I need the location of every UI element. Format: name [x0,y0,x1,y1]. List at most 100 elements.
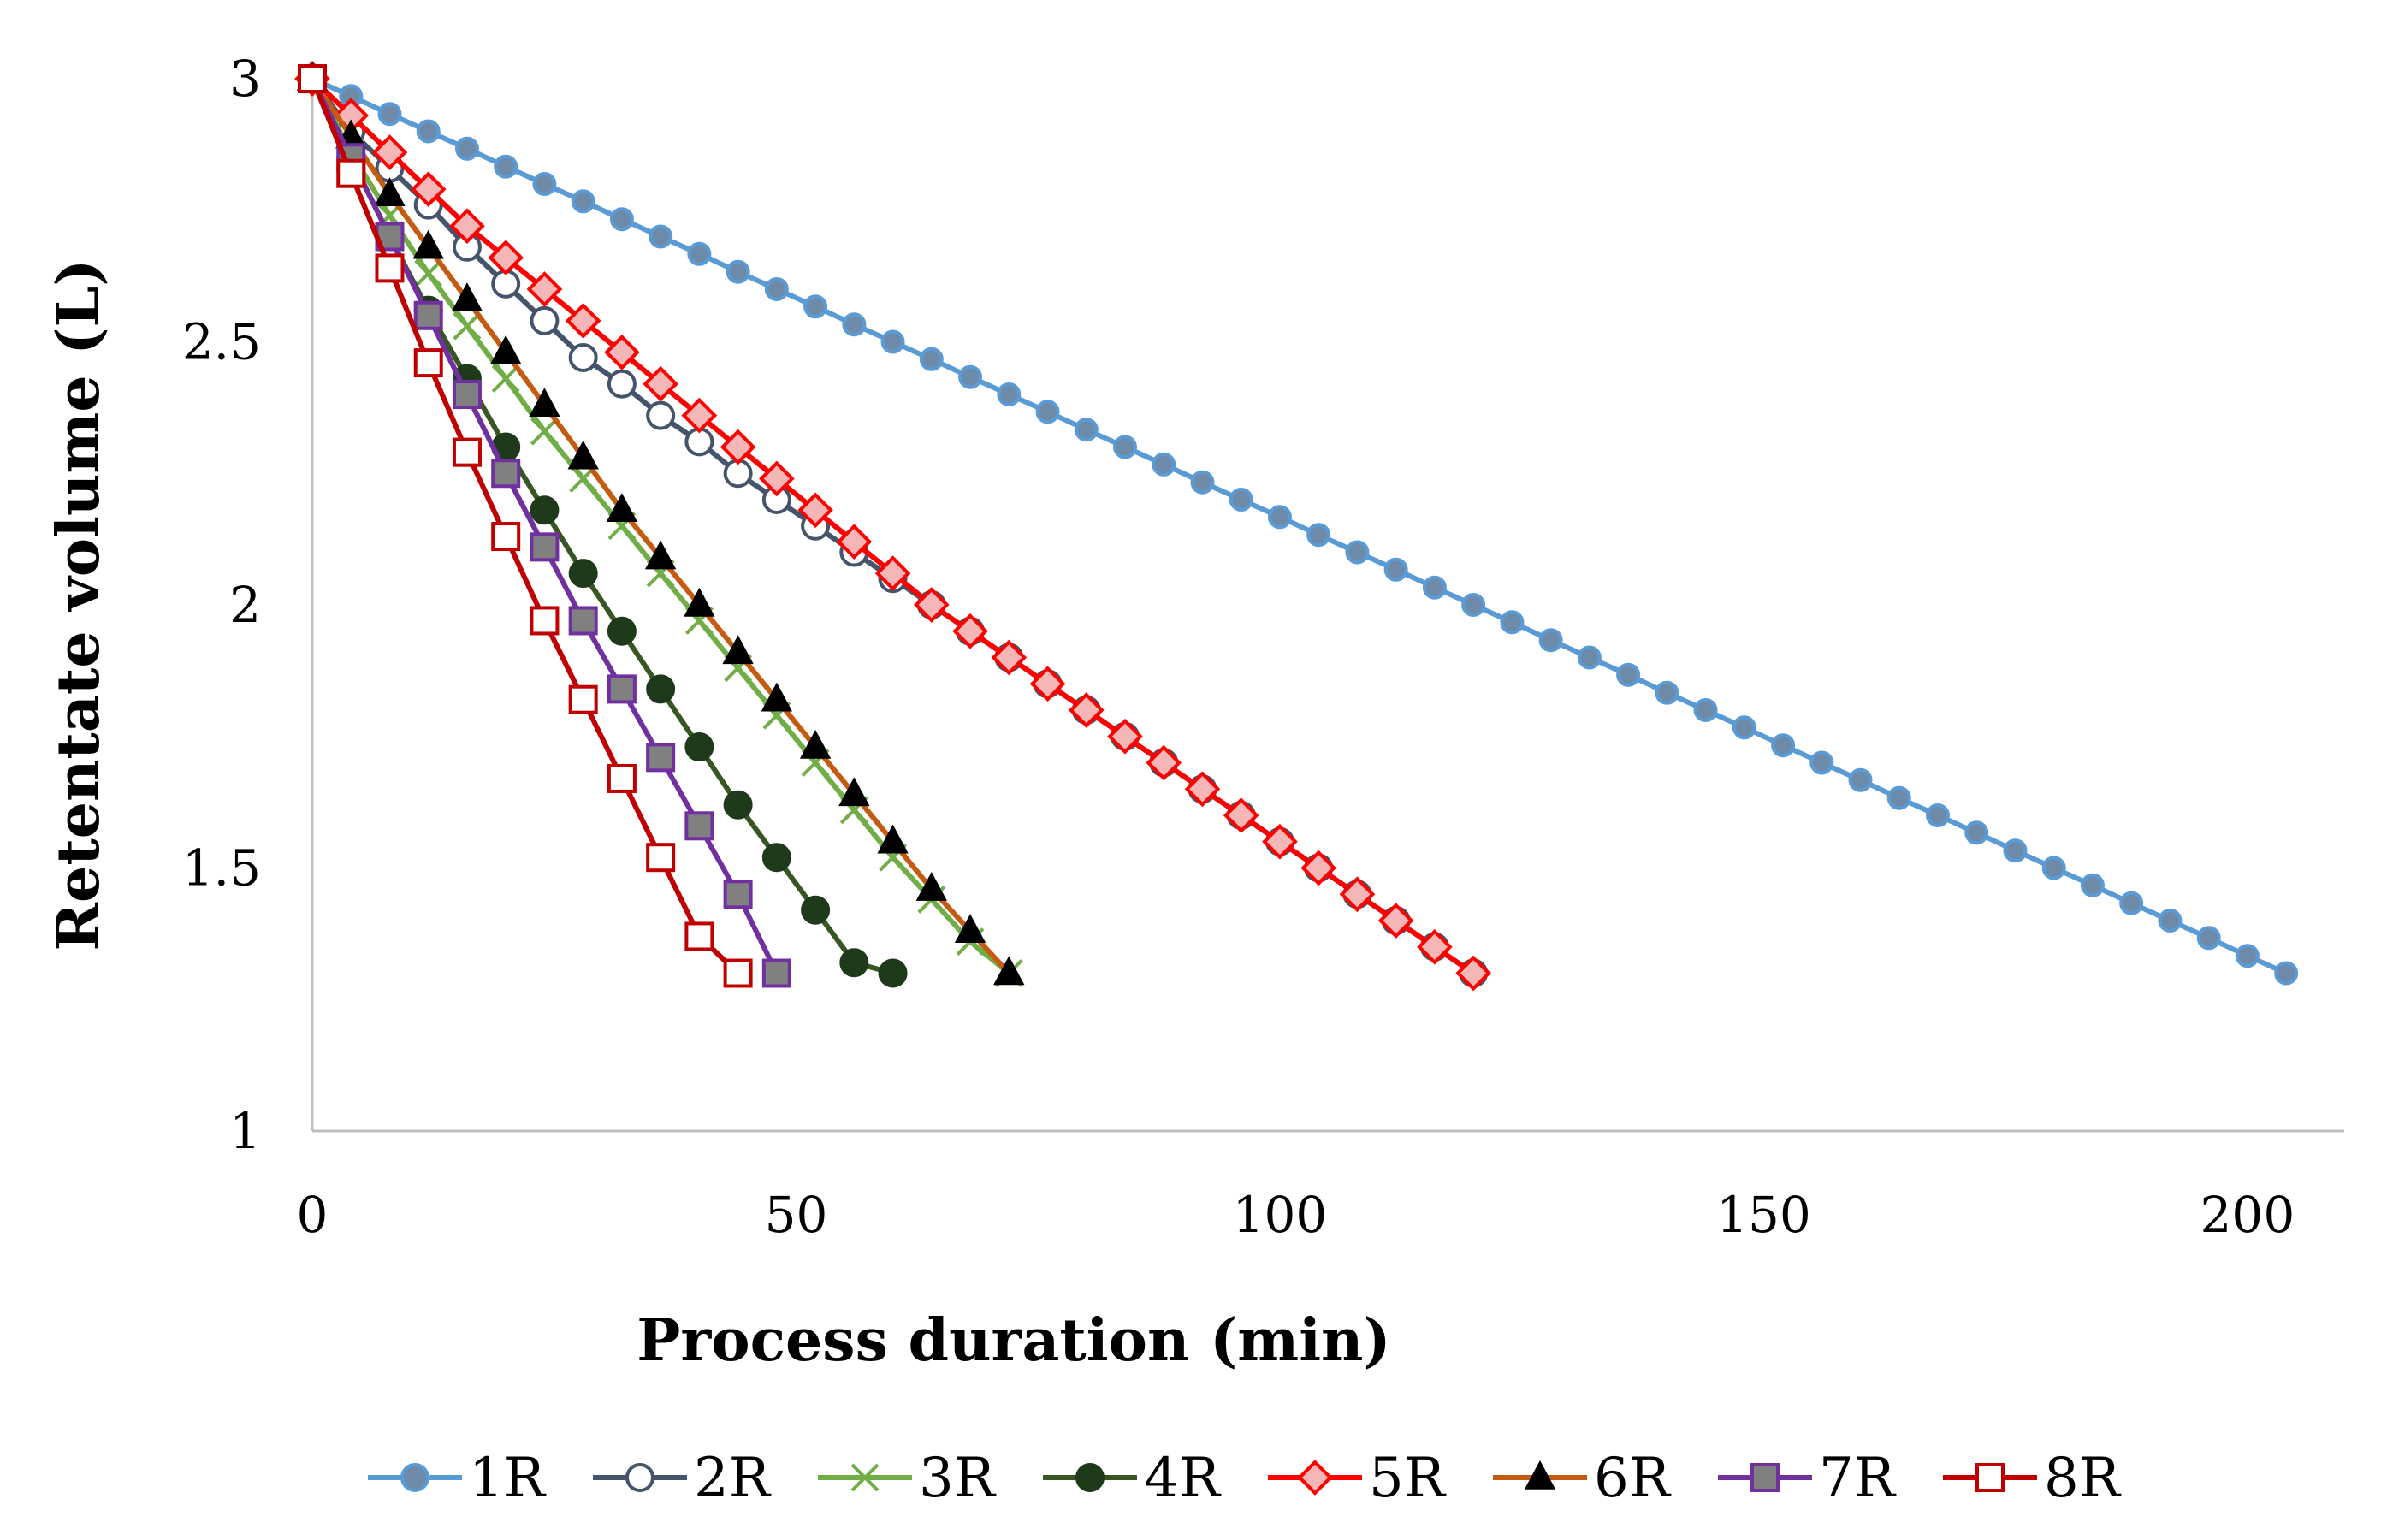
legend-marker [850,1463,880,1492]
data-point-1R [1926,803,1950,827]
data-point-4R [568,559,598,589]
data-point-5R [1377,903,1414,939]
legend-marker [1975,1463,2005,1492]
data-point-1R [2119,891,2144,915]
data-point-1R [2080,873,2105,897]
data-point-5R [643,365,678,402]
data-point-8R [607,763,637,793]
x-tick-label: 200 [2200,1186,2295,1244]
data-point-1R [1422,575,1447,600]
data-point-1R [1152,452,1176,477]
data-point-1R [803,294,828,319]
data-point-1R [1229,488,1253,512]
data-point-8R [375,253,405,283]
data-point-1R [1693,698,1718,722]
data-point-6R [954,914,986,944]
legend: 1R 2R 3R 4R 5R 6R 7R 8R [368,1447,2122,1510]
legend-marker [625,1463,654,1492]
data-point-5R [1223,797,1259,833]
y-tick-label: 2.5 [182,313,261,371]
series-line-1R [311,76,2288,976]
data-point-1R [842,312,867,337]
data-point-5R [565,303,601,339]
data-point-1R [1074,418,1099,442]
data-point-7R [568,606,598,636]
data-point-5R [449,208,485,245]
data-point-6R [374,177,406,207]
data-point-1R [532,172,557,196]
data-point-7R [684,811,714,841]
data-point-5R [913,587,950,623]
legend-label: 3R [919,1447,997,1510]
data-point-5R [488,240,524,275]
data-point-8R [568,684,598,714]
series-1R [300,67,2299,986]
data-point-1R [2041,856,2066,880]
data-point-5R [1300,850,1337,886]
data-point-8R [530,606,560,636]
data-point-1R [1616,662,1641,687]
data-point-7R [646,743,676,773]
data-point-1R [1113,435,1137,459]
data-point-8R [723,958,753,988]
series-8R [298,64,753,988]
data-point-6R [412,229,444,259]
legend-label: 1R [469,1447,547,1510]
data-point-1R [377,102,402,127]
legend-marker [1750,1463,1780,1492]
data-point-7R [413,300,443,330]
series-5R [294,61,1491,992]
data-point-6R [684,587,715,617]
data-point-4R [801,895,831,925]
data-point-2R [646,400,676,430]
data-point-7R [452,380,482,409]
y-tick-label: 1.5 [182,839,261,897]
data-point-1R [1848,767,1873,792]
data-point-3R [453,311,482,341]
x-tick-label: 150 [1716,1186,1811,1244]
legend-label: 5R [1369,1447,1447,1510]
legend-item-5R: 5R [1268,1447,1447,1510]
data-point-7R [607,674,637,704]
data-point-2R [568,342,598,372]
legend-label: 2R [694,1447,772,1510]
data-point-5R [836,524,873,560]
data-point-3R [530,417,559,446]
x-axis-title: Process duration (min) [637,1306,1390,1375]
x-tick-label: 100 [1233,1186,1328,1244]
y-tick-label: 3 [229,50,261,108]
data-point-2R [607,369,637,399]
data-point-8R [684,921,714,951]
legend-item-7R: 7R [1718,1447,1897,1510]
data-point-6R [529,388,560,418]
y-tick-label: 2 [229,576,261,634]
data-point-5R [720,429,756,465]
data-point-8R [646,843,676,873]
series-layer [294,61,2299,992]
data-point-8R [336,158,366,188]
data-point-1R [1306,523,1331,548]
data-point-8R [298,64,327,93]
data-point-3R [414,259,443,287]
data-point-5R [797,492,833,529]
series-7R [298,64,791,988]
legend-marker [1075,1463,1105,1492]
data-point-6R [993,956,1025,986]
axes: 1 1.5 2 2.5 3 0 50 100 150 200 [182,50,2344,1244]
data-point-6R [567,440,599,470]
data-point-4R [761,843,791,873]
data-point-1R [2003,838,2028,863]
data-point-5R [1417,928,1453,965]
data-point-4R [723,790,753,820]
data-point-1R [1345,540,1370,565]
legend-marker [1524,1460,1556,1490]
data-point-1R [2196,926,2221,951]
legend-item-6R: 6R [1493,1447,1672,1510]
legend-item-1R: 1R [368,1447,547,1510]
data-point-5R [1184,771,1221,808]
data-point-4R [878,958,908,988]
data-point-5R [526,271,563,307]
data-point-6R [722,635,754,665]
data-point-1R [1964,820,1989,845]
